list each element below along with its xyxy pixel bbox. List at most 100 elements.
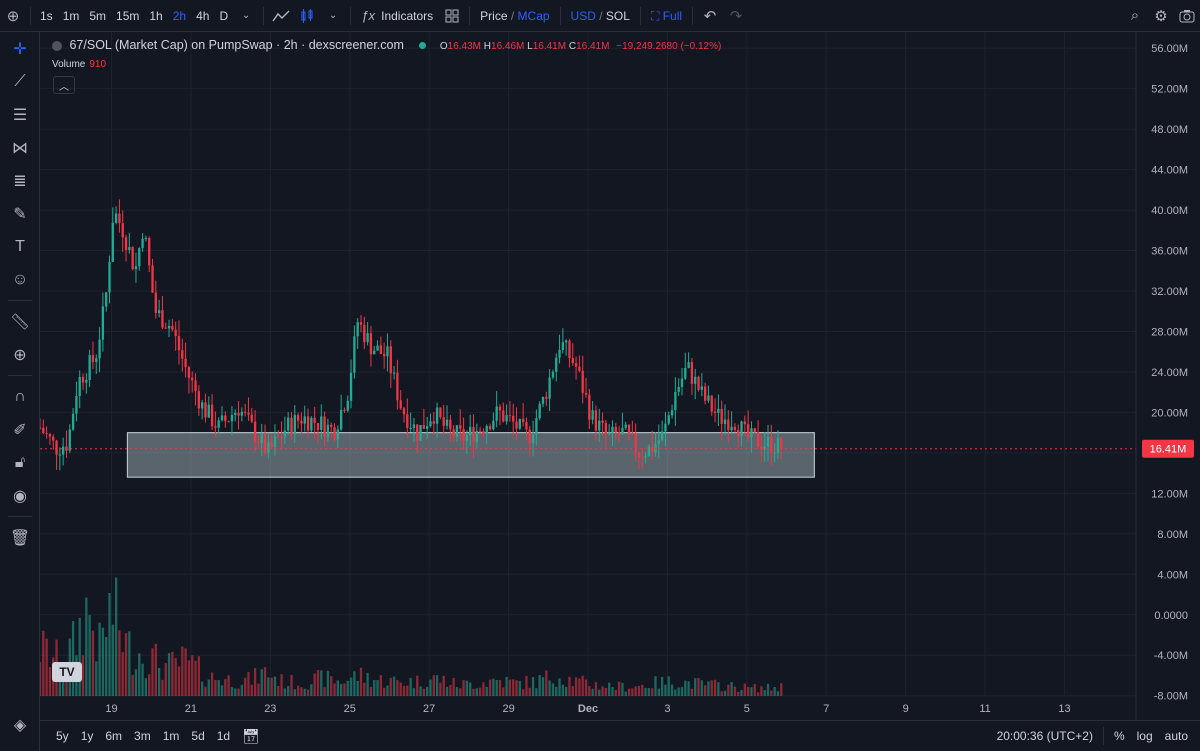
add-symbol-icon[interactable]: ⊕: [6, 7, 20, 25]
candle-body: [621, 427, 624, 435]
range-1y[interactable]: 1y: [80, 729, 94, 743]
candle-body: [492, 420, 495, 430]
timeframe-1m[interactable]: 1m: [62, 8, 80, 23]
candle-body: [210, 404, 214, 427]
symbol-title[interactable]: 67/SOL (Market Cap) on PumpSwap · 2h · d…: [69, 38, 404, 52]
range-1d[interactable]: 1d: [216, 729, 231, 743]
quick-search-icon[interactable]: ⌕: [1130, 7, 1140, 24]
candle-body: [392, 372, 396, 374]
chevron-down-icon[interactable]: ⌄: [241, 10, 251, 21]
horizontal-lines-icon[interactable]: ☰: [12, 106, 28, 124]
volume-bar: [469, 682, 472, 696]
price-option[interactable]: Price: [480, 8, 508, 23]
candle-body: [369, 333, 373, 355]
volume-bar: [641, 684, 644, 696]
candle-body: [707, 395, 710, 401]
volume-bar: [535, 688, 538, 696]
usd-option[interactable]: USD: [570, 8, 596, 23]
fib-tool-icon[interactable]: ≣: [13, 172, 27, 190]
trash-icon[interactable]: 🗑︎: [9, 529, 31, 547]
volume-bar: [333, 683, 336, 696]
layers-icon[interactable]: ◈: [13, 716, 27, 734]
timeframe-D[interactable]: D: [219, 8, 229, 23]
eye-icon[interactable]: ◉: [13, 487, 27, 505]
candle-body: [717, 408, 720, 413]
support-zone-rectangle[interactable]: [126, 432, 815, 478]
clock-time[interactable]: 20:00:36 (UTC+2): [996, 729, 1093, 743]
time-scale[interactable]: 19 21 23 25 27 29 Dec 3 5 7 9 11 13: [105, 703, 1070, 715]
templates-grid-icon[interactable]: [439, 0, 465, 32]
price-mcap-toggle[interactable]: Price / MCap: [474, 0, 555, 32]
gear-icon[interactable]: ⚙: [1154, 7, 1168, 25]
volume-bar: [465, 680, 469, 696]
candle-body: [753, 428, 756, 433]
lock-drawing-icon[interactable]: ✐: [13, 421, 27, 439]
candle-body: [574, 363, 578, 367]
camera-icon[interactable]: [1174, 0, 1200, 32]
candle-body: [512, 415, 515, 422]
volume-bar: [310, 684, 313, 696]
volume-bar: [187, 660, 191, 696]
volume-bar: [780, 683, 783, 696]
auto-scale-toggle[interactable]: auto: [1164, 729, 1188, 743]
volume-bar: [667, 676, 670, 696]
candle-body: [359, 322, 363, 325]
currency-toggle[interactable]: USD / SOL: [565, 0, 636, 32]
brush-icon[interactable]: ✎: [13, 205, 27, 223]
timeframe-1s[interactable]: 1s: [40, 8, 53, 23]
volume-bar: [154, 643, 157, 696]
candle-body: [379, 345, 383, 354]
timeframe-5m[interactable]: 5m: [89, 8, 107, 23]
line-chart-type-icon[interactable]: [268, 0, 294, 32]
toggle-separator: /: [599, 8, 603, 23]
pattern-icon[interactable]: ⋈: [12, 139, 28, 157]
range-3m[interactable]: 3m: [134, 729, 151, 743]
log-scale-toggle[interactable]: log: [1136, 729, 1153, 743]
range-5d[interactable]: 5d: [191, 729, 205, 743]
zoom-in-icon[interactable]: ⊕: [13, 346, 27, 364]
crosshair-icon[interactable]: ✛: [13, 40, 27, 58]
candle-body: [472, 426, 475, 443]
price-chart[interactable]: 56.00M 52.00M 48.00M 44.00M 40.00M 36.00M 32.0…: [40, 32, 1200, 720]
volume-bar: [545, 670, 548, 696]
ruler-icon[interactable]: 📏︎: [9, 313, 31, 331]
candle-body: [727, 419, 730, 431]
redo-icon[interactable]: ↷: [729, 7, 743, 25]
range-6m[interactable]: 6m: [105, 729, 123, 743]
candle-body: [657, 440, 660, 444]
volume-bar: [88, 615, 91, 696]
timeframe-15m[interactable]: 15m: [116, 8, 140, 23]
candle-body: [432, 421, 435, 424]
candle-body: [412, 424, 416, 428]
candles-chart-type-icon[interactable]: [294, 0, 320, 32]
timeframe-4h[interactable]: 4h: [196, 8, 210, 23]
sol-option[interactable]: SOL: [605, 8, 630, 23]
timeframe-2h[interactable]: 2h: [172, 8, 187, 23]
volume-bar: [164, 663, 167, 696]
mcap-option[interactable]: MCap: [517, 8, 550, 23]
range-5y[interactable]: 5y: [56, 729, 69, 743]
calendar-icon[interactable]: 📅︎: [242, 727, 260, 744]
candle-body: [776, 437, 780, 453]
candle-body: [581, 370, 584, 393]
text-tool-icon[interactable]: T: [15, 237, 25, 255]
full-scale-button[interactable]: ⛶ Full: [645, 0, 688, 32]
volume-bar: [167, 653, 171, 696]
range-1m[interactable]: 1m: [162, 729, 180, 743]
toolbar-divider: [350, 6, 352, 25]
timeframe-1h[interactable]: 1h: [149, 8, 163, 23]
indicators-fx-icon[interactable]: ƒx: [361, 8, 375, 23]
emoji-icon[interactable]: ☺: [11, 270, 29, 288]
timeframe-group: 1s 1m 5m 15m 1h 2h 4h D: [35, 0, 233, 32]
collapse-legend-button[interactable]: ︿: [53, 76, 75, 94]
chevron-down-icon[interactable]: ⌄: [328, 10, 338, 21]
volume-bar: [647, 688, 651, 696]
indicators-button[interactable]: Indicators: [381, 8, 434, 23]
volume-bar: [568, 676, 571, 696]
lock-icon[interactable]: 🔓︎: [14, 453, 26, 471]
trend-line-icon[interactable]: ⟋: [14, 72, 26, 90]
percent-scale-toggle[interactable]: %: [1113, 729, 1125, 743]
undo-icon[interactable]: ↶: [703, 7, 717, 25]
magnet-icon[interactable]: ∩: [14, 387, 26, 405]
price-scale[interactable]: 56.00M 52.00M 48.00M 44.00M 40.00M 36.00M 32.0…: [1151, 43, 1188, 703]
